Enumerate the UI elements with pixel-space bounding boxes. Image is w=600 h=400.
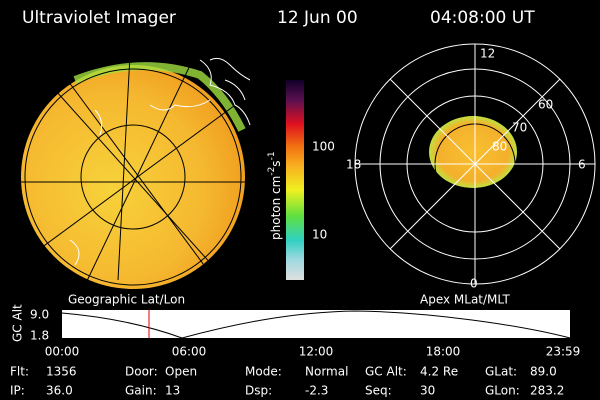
date: 12 Jun 00	[277, 8, 358, 28]
mlt-label: 6	[578, 158, 586, 172]
status-label: Mode:	[245, 365, 282, 379]
colorbar-tick: 10	[312, 228, 327, 242]
altitude-curve	[61, 310, 571, 339]
polar-plot	[354, 43, 596, 285]
y-label: GC Alt	[11, 304, 25, 342]
status-value: 30	[420, 384, 435, 398]
mlat-label: 80	[492, 140, 507, 154]
status-label: Gain:	[125, 384, 157, 398]
status-value: 13	[165, 384, 180, 398]
status-label: Seq:	[365, 384, 392, 398]
colorbar	[286, 80, 304, 280]
mlat-label: 70	[512, 121, 527, 135]
mlt-label: 18	[346, 158, 361, 172]
status-value: 4.2 Re	[420, 365, 458, 379]
status-value: -2.3	[305, 384, 328, 398]
colorbar-label: photon cm-2s-1	[267, 151, 283, 240]
x-tick: 00:00	[45, 345, 80, 359]
x-tick: 23:59	[546, 345, 581, 359]
colorbar-tick: 100	[312, 140, 335, 154]
y-tick: 1.8	[30, 329, 49, 343]
x-tick: 06:00	[172, 345, 207, 359]
left-panel-label: Geographic Lat/Lon	[68, 293, 185, 307]
status-label: Dsp:	[245, 384, 272, 398]
x-tick: 18:00	[426, 345, 461, 359]
unit: s	[269, 160, 283, 166]
mlt-label: 0	[470, 277, 478, 291]
time: 04:08:00 UT	[430, 8, 535, 28]
x-tick: 12:00	[299, 345, 334, 359]
right-panel-label: Apex MLat/MLT	[420, 293, 510, 307]
exponent: -1	[267, 151, 277, 160]
exponent: -2	[267, 167, 277, 176]
status-value: 283.2	[530, 384, 564, 398]
status-value: 36.0	[46, 384, 73, 398]
y-tick: 9.0	[30, 308, 49, 322]
status-value: 1356	[46, 365, 77, 379]
status-label: IP:	[10, 384, 25, 398]
status-label: Flt:	[10, 365, 29, 379]
geographic-image	[20, 54, 251, 289]
status-bar: Flt: 1356 Door: Open Mode: Normal GC Alt: 4.2 R…	[10, 365, 564, 398]
status-value: Open	[165, 365, 197, 379]
status-value: 89.0	[530, 365, 557, 379]
status-value: Normal	[305, 365, 348, 379]
mlt-label: 12	[480, 47, 495, 61]
status-label: GLon:	[485, 384, 520, 398]
altitude-panel	[62, 310, 570, 338]
unit: photon cm	[269, 176, 283, 240]
status-label: Door:	[125, 365, 158, 379]
mlat-label: 60	[538, 98, 553, 112]
title: Ultraviolet Imager	[22, 8, 176, 28]
status-label: GLat:	[485, 365, 517, 379]
status-label: GC Alt:	[365, 365, 407, 379]
